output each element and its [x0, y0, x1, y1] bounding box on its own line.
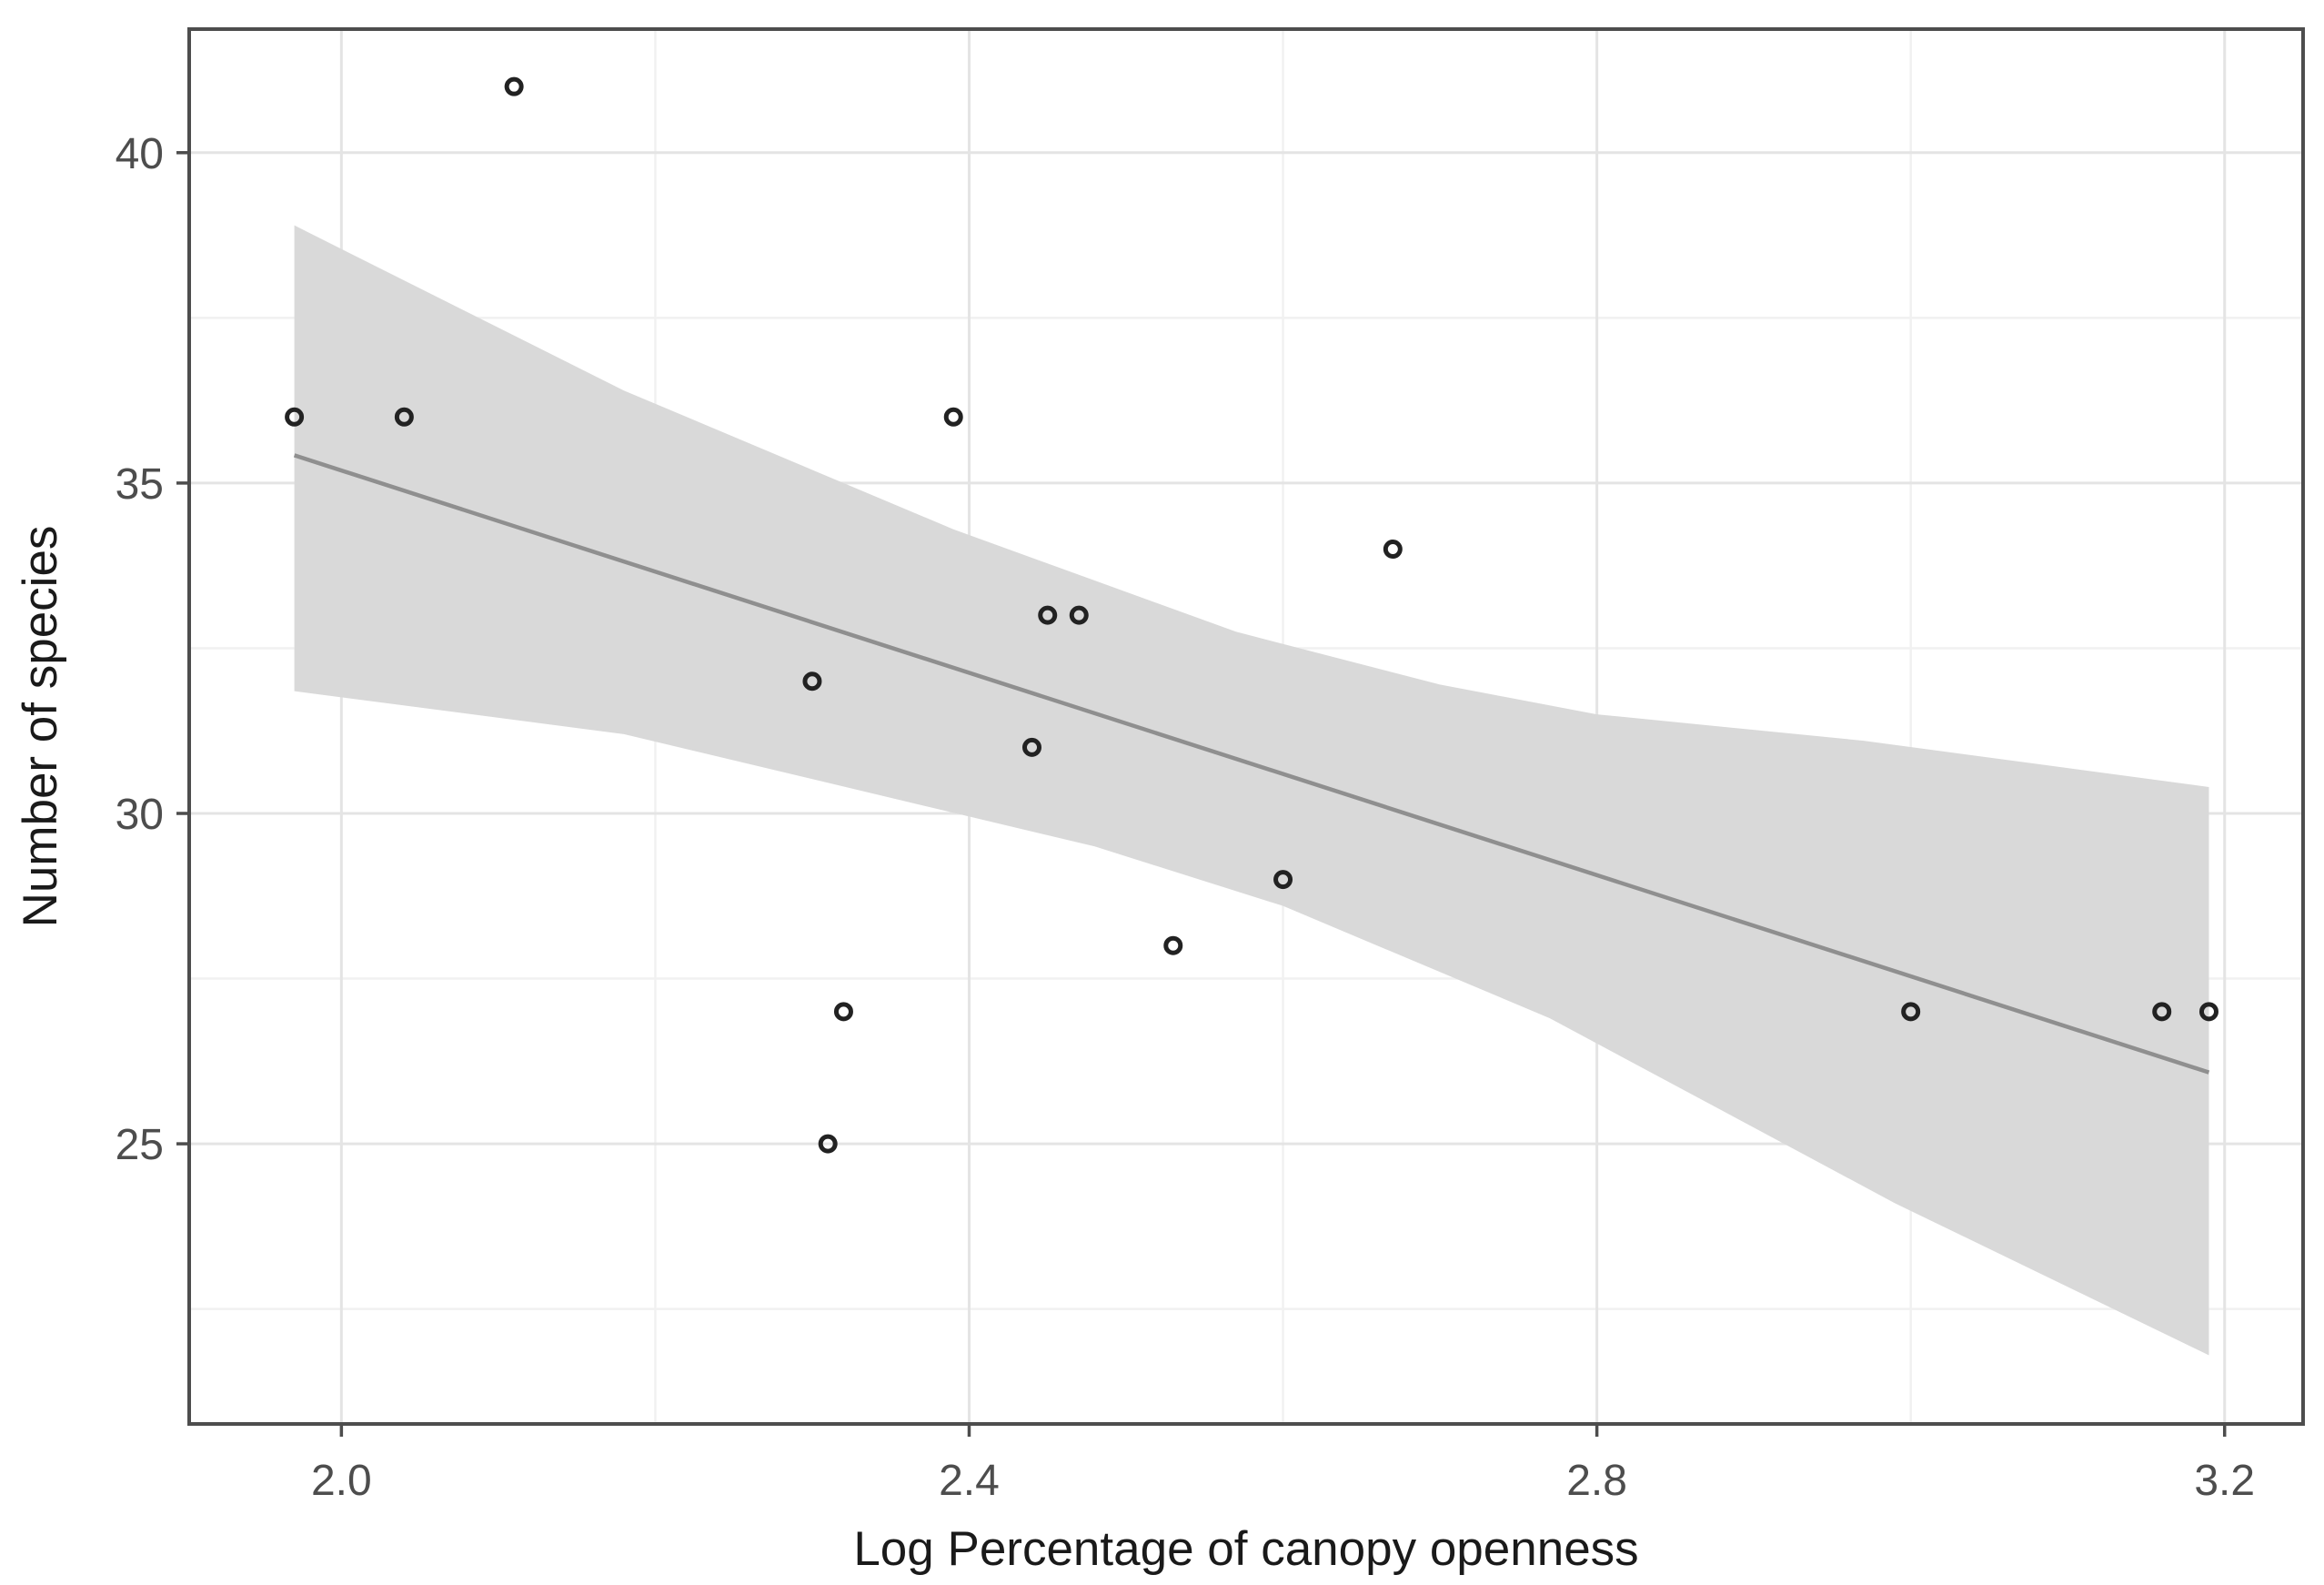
panel-border — [187, 27, 2305, 1426]
data-point — [1069, 605, 1089, 625]
data-point — [1163, 935, 1183, 955]
data-point — [285, 407, 305, 427]
y-tick-label: 35 — [116, 460, 164, 509]
regression-line-segment — [293, 453, 2210, 1075]
data-point — [1901, 1002, 1921, 1022]
data-point — [2198, 1002, 2218, 1022]
data-point — [1383, 540, 1403, 560]
x-tick-label: 2.8 — [1566, 1457, 1627, 1505]
data-point — [818, 1134, 838, 1154]
y-tick-label: 25 — [116, 1121, 164, 1169]
regression-line — [293, 453, 2210, 1075]
data-point — [943, 407, 963, 427]
data-point — [2152, 1002, 2172, 1022]
y-axis-title: Number of species — [14, 526, 67, 928]
confidence-band-area — [294, 225, 2209, 1356]
data-point — [802, 671, 822, 692]
x-tick-label: 2.0 — [311, 1457, 372, 1505]
confidence-band — [294, 225, 2209, 1356]
data-point — [1021, 737, 1041, 757]
data-point — [394, 407, 414, 427]
x-tick-label: 2.4 — [939, 1457, 1000, 1505]
y-tick-label: 30 — [116, 791, 164, 839]
scatter-points — [285, 76, 2218, 1154]
data-point — [833, 1002, 853, 1022]
x-tick-label: 3.2 — [2194, 1457, 2255, 1505]
data-point — [504, 76, 524, 96]
y-axis-tick-labels: 25 30 35 40 — [116, 130, 164, 1169]
x-axis-title: Log Percentage of canopy openness — [853, 1522, 1638, 1576]
axis-tick-marks — [176, 151, 2227, 1437]
y-tick-label: 40 — [116, 130, 164, 178]
x-axis-tick-labels: 2.0 2.4 2.8 3.2 — [311, 1457, 2255, 1505]
data-point — [1038, 605, 1058, 625]
data-point — [1273, 870, 1293, 890]
